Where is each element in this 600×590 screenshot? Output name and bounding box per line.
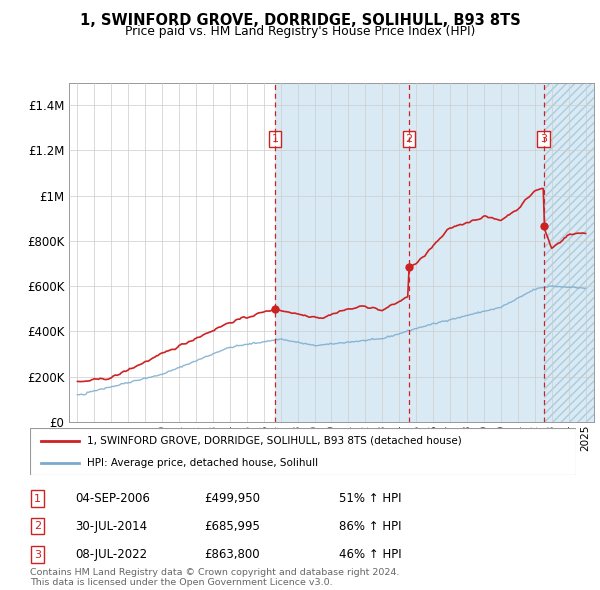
Text: 1: 1 [34,494,41,503]
Text: HPI: Average price, detached house, Solihull: HPI: Average price, detached house, Soli… [88,458,319,468]
Text: £863,800: £863,800 [204,548,260,561]
Text: 86% ↑ HPI: 86% ↑ HPI [339,520,401,533]
Bar [409,83,544,422]
Text: Contains HM Land Registry data © Crown copyright and database right 2024.: Contains HM Land Registry data © Crown c… [30,568,400,577]
Text: This data is licensed under the Open Government Licence v3.0.: This data is licensed under the Open Gov… [30,578,332,587]
Text: 2: 2 [34,522,41,531]
Bar [544,83,594,422]
Bar [544,83,594,422]
Text: £685,995: £685,995 [204,520,260,533]
Text: 04-SEP-2006: 04-SEP-2006 [75,492,150,505]
Text: 3: 3 [34,550,41,559]
Text: 46% ↑ HPI: 46% ↑ HPI [339,548,401,561]
Text: 2: 2 [406,134,413,144]
Text: Price paid vs. HM Land Registry's House Price Index (HPI): Price paid vs. HM Land Registry's House … [125,25,475,38]
Text: 1, SWINFORD GROVE, DORRIDGE, SOLIHULL, B93 8TS (detached house): 1, SWINFORD GROVE, DORRIDGE, SOLIHULL, B… [88,436,462,446]
Text: 1: 1 [272,134,278,144]
Text: 08-JUL-2022: 08-JUL-2022 [75,548,147,561]
Bar [275,83,409,422]
Text: 3: 3 [540,134,547,144]
Text: £499,950: £499,950 [204,492,260,505]
Text: 1, SWINFORD GROVE, DORRIDGE, SOLIHULL, B93 8TS: 1, SWINFORD GROVE, DORRIDGE, SOLIHULL, B… [80,13,520,28]
Text: 30-JUL-2014: 30-JUL-2014 [75,520,147,533]
Text: 51% ↑ HPI: 51% ↑ HPI [339,492,401,505]
